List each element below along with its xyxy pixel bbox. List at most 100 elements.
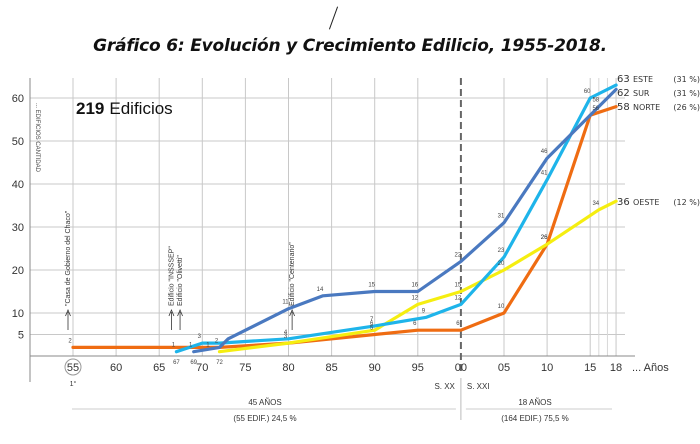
data-label: 2 xyxy=(68,338,72,344)
chart-title: Gráfico 6: Evolución y Crecimiento Edili… xyxy=(93,36,607,56)
legend-percent: (31 %) xyxy=(673,89,700,98)
x-minor-label: 69 xyxy=(190,360,197,366)
data-label: 4 xyxy=(284,330,288,336)
century-left-label: S. XX xyxy=(434,382,455,391)
data-label: 3 xyxy=(198,334,202,340)
x-tick-label: 15 xyxy=(584,362,596,374)
series-line-oeste xyxy=(217,199,618,354)
data-label: 26 xyxy=(541,235,548,241)
data-label: 26 xyxy=(541,235,548,241)
y-tick-label: 5 xyxy=(18,330,24,342)
data-label: 6 xyxy=(370,321,374,327)
x-tick-label: 18 xyxy=(610,362,622,374)
annotation-label: Edificio "INSSSEP" xyxy=(168,246,175,306)
first-building-circle xyxy=(64,358,82,376)
data-label: 14 xyxy=(317,287,324,293)
series-lines xyxy=(71,83,618,354)
data-label: 11 xyxy=(282,300,289,306)
annotation-label: Edificio "Centenario" xyxy=(289,242,296,306)
grid xyxy=(30,78,625,356)
data-label: 12 xyxy=(455,295,462,301)
data-label: 10 xyxy=(498,304,505,310)
x-tick-label: 80 xyxy=(282,362,294,374)
data-label: 3 xyxy=(284,334,288,340)
y-tick-label: 60 xyxy=(12,93,24,105)
legend-percent: (26 %) xyxy=(673,103,700,112)
series-line-este xyxy=(174,83,618,354)
data-label: 60 xyxy=(584,89,591,95)
y-tick-label: 50 xyxy=(12,136,24,148)
data-label: 22 xyxy=(455,252,462,258)
data-label: 12 xyxy=(411,295,418,301)
x-axis-label: ... Años xyxy=(632,362,669,374)
period-detail: (55 EDIF.) 24,5 % xyxy=(233,414,296,423)
data-label: 1 xyxy=(189,343,193,349)
century-right-label: S. XXI xyxy=(467,382,490,391)
series-line-norte xyxy=(71,105,618,349)
data-label: 34 xyxy=(592,201,599,207)
legend-percent: (31 %) xyxy=(673,75,700,84)
building-count: 219 Edificios xyxy=(76,99,173,118)
arrowhead-icon xyxy=(168,308,175,317)
legend-name: SUR xyxy=(633,89,650,98)
data-label: 16 xyxy=(411,283,418,289)
data-label: 23 xyxy=(498,248,505,254)
x-tick-label: 00 xyxy=(455,362,467,374)
data-label: 46 xyxy=(541,149,548,155)
x-tick-label: 65 xyxy=(153,362,165,374)
data-label: 58 xyxy=(592,98,599,104)
data-label: 31 xyxy=(498,214,505,220)
data-label: 6 xyxy=(456,321,460,327)
arrowhead-icon xyxy=(289,308,295,317)
annotations: "Casa de Gobierno del Chaco" Edificio "IN… xyxy=(65,210,296,330)
data-label: 41 xyxy=(541,171,548,177)
x-minor-label: 67 xyxy=(173,360,180,366)
data-label: 15 xyxy=(368,283,375,289)
x-tick-label: 95 xyxy=(412,362,424,374)
data-label: 56 xyxy=(592,106,599,112)
x-tick-label: 85 xyxy=(325,362,337,374)
data-label: 15 xyxy=(455,283,462,289)
data-label: 9 xyxy=(422,308,426,314)
first-marker: 1° xyxy=(70,380,77,388)
legend-percent: (12 %) xyxy=(673,198,700,207)
data-label: 7 xyxy=(370,317,374,323)
data-label: 1 xyxy=(172,343,176,349)
arrowhead-icon xyxy=(177,308,183,317)
legend: 62 SUR (31 %) 63 ESTE (31 %) 58 NORTE (26 %) 36 OE… xyxy=(617,74,700,208)
x-tick-label: 10 xyxy=(541,362,553,374)
arrowhead-icon xyxy=(65,308,71,317)
y-axis-label: ... EDIFICIOS CANTIDAD xyxy=(34,103,40,173)
y-tick-label: 30 xyxy=(12,222,24,234)
x-minor-label: 72 xyxy=(216,360,223,366)
legend-value: 63 xyxy=(617,74,630,85)
x-tick-label: 90 xyxy=(369,362,381,374)
x-tick-label: 05 xyxy=(498,362,510,374)
legend-name: OESTE xyxy=(633,198,659,207)
legend-name: NORTE xyxy=(633,103,660,112)
data-label: 20 xyxy=(498,261,505,267)
annotation-label: "Casa de Gobierno del Chaco" xyxy=(65,210,72,306)
period-label: 18 AÑOS xyxy=(518,398,551,407)
x-tick-label: 75 xyxy=(239,362,251,374)
period-detail: (164 EDIF.) 75,5 % xyxy=(501,414,569,423)
period-label: 45 AÑOS xyxy=(248,398,281,407)
legend-value: 58 xyxy=(617,102,630,113)
data-label: 2 xyxy=(215,338,219,344)
legend-value: 62 xyxy=(617,88,630,99)
period-summary: S. XX S. XXI 45 AÑOS (55 EDIF.) 24,5 % 18 AÑ… xyxy=(72,378,612,423)
y-tick-label: 20 xyxy=(12,265,24,277)
y-tick-label: 40 xyxy=(12,179,24,191)
legend-value: 36 xyxy=(617,197,630,208)
data-label: 5 xyxy=(370,326,374,332)
y-tick-label: 10 xyxy=(12,308,24,320)
annotation-label: Edificio "Olivetti" xyxy=(177,255,184,306)
series-line-sur xyxy=(192,87,618,354)
data-label: 6 xyxy=(413,321,417,327)
x-tick-label: 60 xyxy=(110,362,122,374)
data-label: 1 xyxy=(206,343,210,349)
x-tick-label: 70 xyxy=(196,362,208,374)
